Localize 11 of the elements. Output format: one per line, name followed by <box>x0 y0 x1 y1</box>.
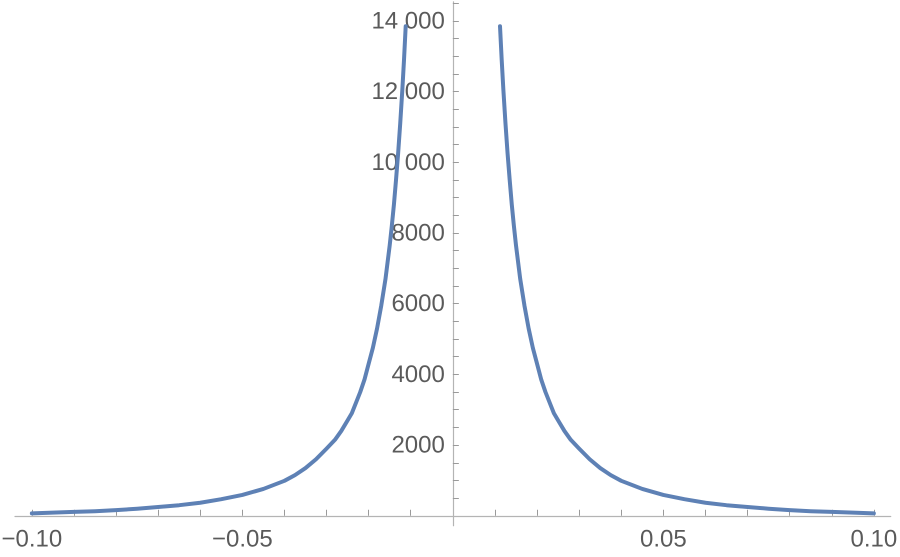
x-tick-label: 0.05 <box>640 525 687 552</box>
y-tick-label: 12 000 <box>371 78 445 106</box>
y-tick-label: 4000 <box>391 360 445 388</box>
y-tick-label: 8000 <box>391 219 445 246</box>
x-tick-label: −0.10 <box>1 525 62 552</box>
x-tick-label: −0.05 <box>212 525 273 552</box>
line-series <box>498 24 876 516</box>
y-tick-label: 2000 <box>391 432 445 459</box>
y-tick-label: 14 000 <box>371 7 445 34</box>
y-tick-label: 6000 <box>391 290 445 318</box>
x-tick-label: 0.10 <box>850 525 898 552</box>
